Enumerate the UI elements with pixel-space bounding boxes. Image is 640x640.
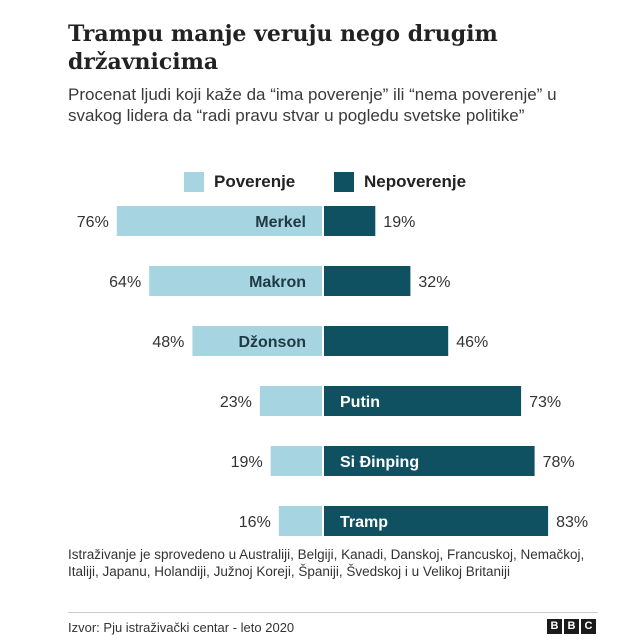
value-label-distrust: 73% bbox=[529, 394, 561, 411]
bar-distrust bbox=[324, 206, 376, 236]
value-label-trust: 48% bbox=[152, 334, 184, 351]
value-label-distrust: 32% bbox=[418, 274, 450, 291]
category-label: Putin bbox=[340, 394, 380, 411]
value-label-distrust: 46% bbox=[456, 334, 488, 351]
footer-divider bbox=[68, 612, 598, 613]
footnote: Istraživanje je sprovedeno u Australiji,… bbox=[68, 547, 585, 579]
diverging-bar-chart: Merkel 76% 19% Makron 64% 32% Džonson 48% 46% Put… bbox=[77, 206, 588, 536]
legend-item-distrust: Nepoverenje bbox=[334, 170, 466, 194]
value-label-trust: 16% bbox=[239, 514, 271, 531]
bar-trust bbox=[278, 506, 322, 536]
bbc-logo: B B C bbox=[547, 619, 596, 634]
value-label-trust: 23% bbox=[220, 394, 252, 411]
source-note: Izvor: Pju istraživački centar - leto 20… bbox=[68, 620, 295, 635]
value-label-trust: 19% bbox=[231, 454, 263, 471]
bar-distrust bbox=[324, 506, 549, 536]
bar-trust bbox=[259, 386, 322, 416]
bbc-logo-letter: B bbox=[564, 619, 579, 634]
value-label-distrust: 19% bbox=[383, 214, 415, 231]
category-label: Tramp bbox=[340, 514, 388, 531]
category-label: Džonson bbox=[238, 334, 306, 351]
value-label-trust: 76% bbox=[77, 214, 109, 231]
legend-swatch-distrust bbox=[334, 172, 354, 192]
legend-label-distrust: Nepoverenje bbox=[364, 172, 467, 191]
chart-title: Trampu manje veruju nego drugim državnic… bbox=[68, 21, 498, 75]
bar-distrust bbox=[324, 326, 449, 356]
value-label-distrust: 78% bbox=[543, 454, 575, 471]
chart-subtitle: Procenat ljudi koji kaže da “ima poveren… bbox=[68, 85, 557, 125]
legend: Poverenje Nepoverenje bbox=[0, 170, 640, 194]
bbc-logo-letter: C bbox=[581, 619, 596, 634]
bar-trust bbox=[116, 206, 322, 236]
legend-swatch-trust bbox=[184, 172, 204, 192]
bar-distrust bbox=[324, 266, 411, 296]
category-label: Makron bbox=[249, 274, 306, 291]
legend-label-trust: Poverenje bbox=[214, 172, 296, 191]
bar-trust bbox=[192, 326, 322, 356]
bbc-logo-letter: B bbox=[547, 619, 562, 634]
bar-trust bbox=[149, 266, 322, 296]
value-label-distrust: 83% bbox=[556, 514, 588, 531]
legend-item-trust: Poverenje bbox=[184, 170, 295, 194]
bar-distrust bbox=[324, 446, 535, 476]
category-label: Merkel bbox=[255, 214, 306, 231]
bar-trust bbox=[270, 446, 322, 476]
value-label-trust: 64% bbox=[109, 274, 141, 291]
bar-distrust bbox=[324, 386, 522, 416]
category-label: Si Đinping bbox=[340, 454, 419, 471]
